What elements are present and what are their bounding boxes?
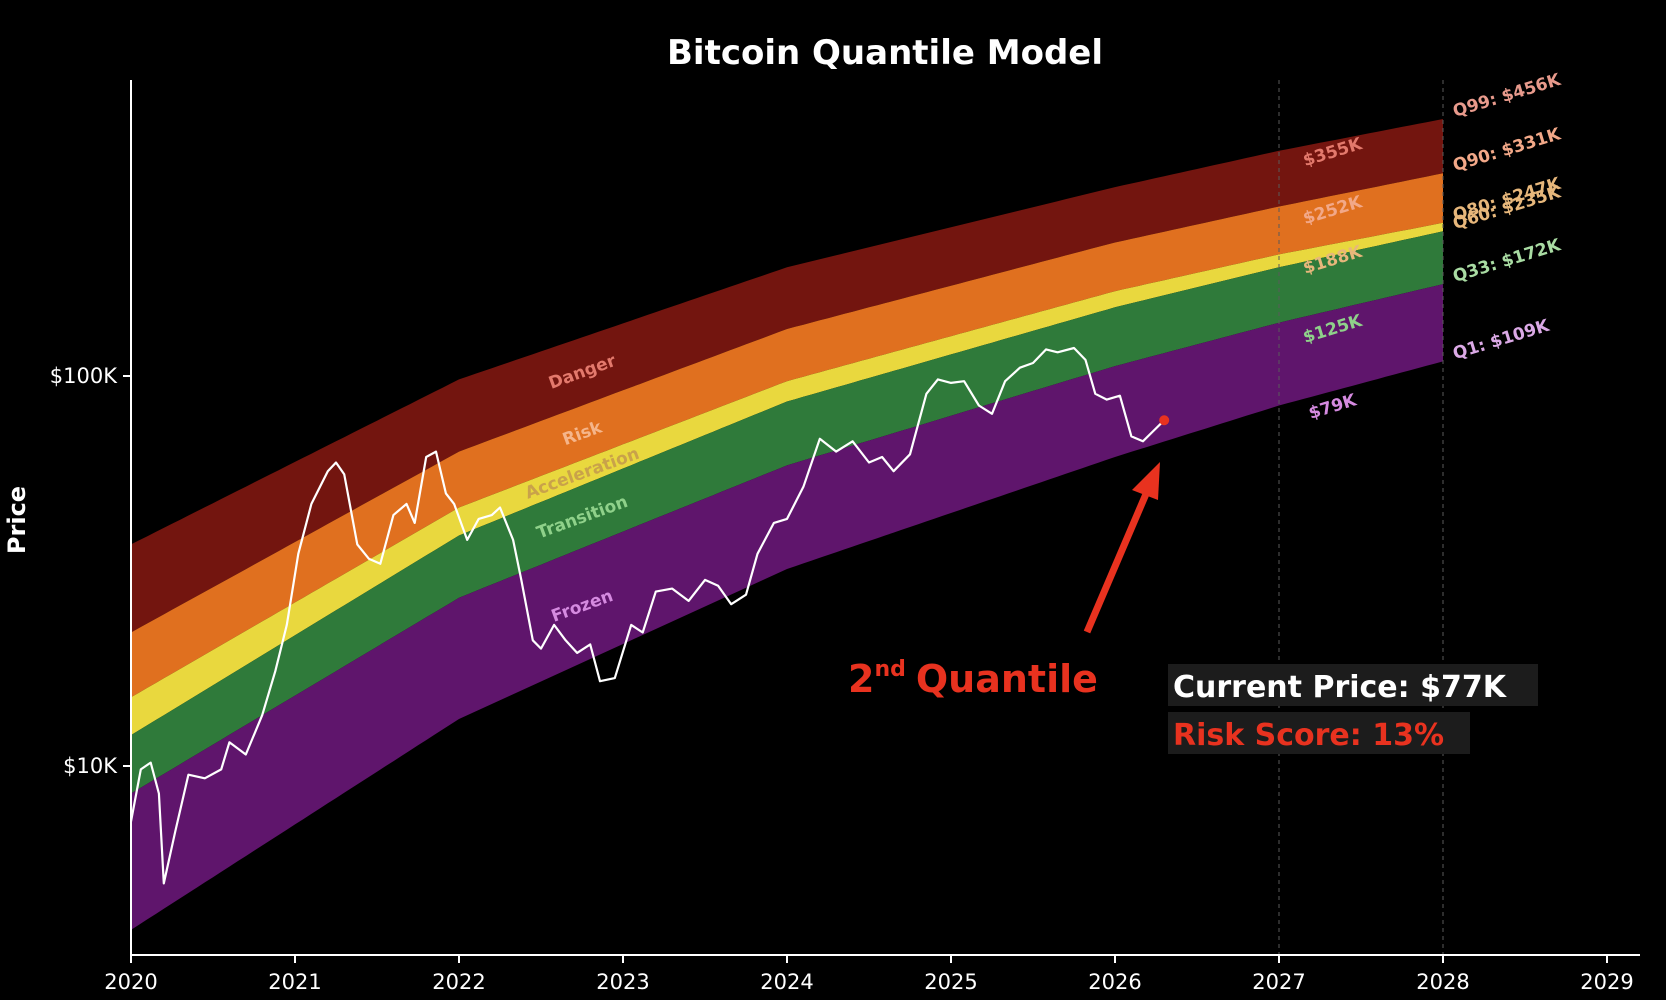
- x-tick-label: 2029: [1580, 970, 1633, 994]
- band-frozen: [131, 284, 1443, 930]
- price-line: [129, 346, 1165, 885]
- quantile-label-4: Q33: $172K: [1451, 235, 1564, 287]
- x-tick-label: 2023: [596, 970, 649, 994]
- quantile-label-5: Q1: $109K: [1451, 316, 1553, 364]
- x-tick-label: 2020: [104, 970, 157, 994]
- price-series-layer: [129, 346, 1170, 885]
- x-tick-label: 2027: [1252, 970, 1305, 994]
- x-tick-label: 2028: [1416, 970, 1469, 994]
- y-tick-label: $100K: [50, 364, 118, 388]
- arrow-annotation: [1083, 462, 1160, 634]
- band-danger: [131, 119, 1443, 633]
- axes-layer: 2020 2021 2022 2023 2024 2025 2026 2027 2028 2029…: [50, 80, 1640, 994]
- risk-score-text: Risk Score: 13%: [1173, 718, 1444, 753]
- quantile-annotation: 2nd Quantile: [848, 657, 1098, 701]
- arrow-shaft: [1083, 492, 1150, 634]
- band-risk: [131, 173, 1443, 698]
- y-tick-label: $10K: [63, 754, 118, 778]
- x-tick-label: 2025: [924, 970, 977, 994]
- x-tick-label: 2022: [432, 970, 485, 994]
- band-transition: [131, 231, 1443, 794]
- y-axis-label: Price: [3, 486, 31, 554]
- reference-lines-layer: [1278, 80, 1444, 955]
- info-box: Current Price: $77K Risk Score: 13%: [1168, 664, 1538, 754]
- current-price-box: [1168, 664, 1538, 706]
- arrow-head: [1132, 462, 1160, 500]
- chart-title: Bitcoin Quantile Model: [667, 33, 1103, 73]
- x-tick-label: 2024: [760, 970, 813, 994]
- quantile-suffix: nd: [874, 657, 905, 682]
- risk-score-box: [1168, 712, 1470, 754]
- bands-layer: [131, 119, 1443, 930]
- current-price-text: Current Price: $77K: [1173, 670, 1508, 705]
- quantile-number: 2: [848, 657, 874, 701]
- quantile-label-0: Q99: $456K: [1451, 70, 1564, 122]
- x-tick-label: 2021: [268, 970, 321, 994]
- quantile-word: Quantile: [916, 657, 1098, 701]
- x-tick-label: 2026: [1088, 970, 1141, 994]
- quantile-label-1: Q90: $331K: [1451, 124, 1564, 176]
- current-price-marker: [1159, 415, 1170, 426]
